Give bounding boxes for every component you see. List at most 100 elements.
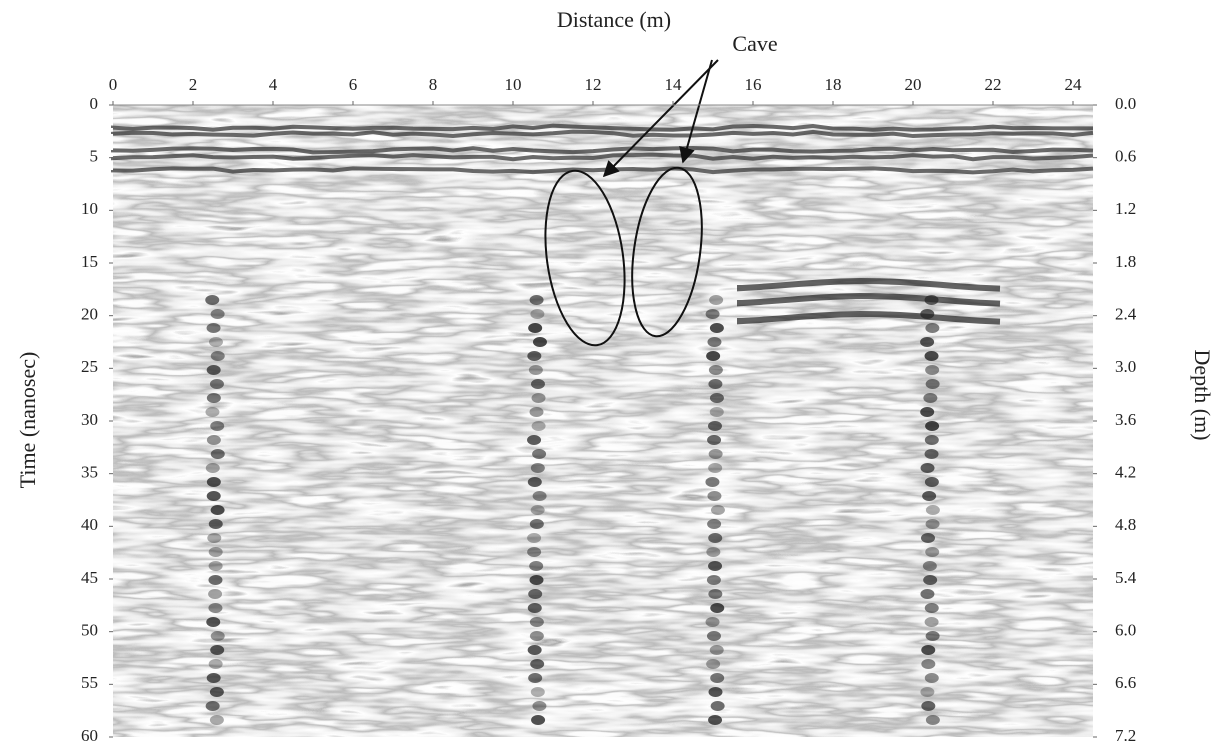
diffraction-streak (924, 477, 939, 487)
diffraction-streak (709, 323, 724, 333)
y-tick-label: 25 (81, 357, 98, 376)
diffraction-streak (924, 295, 939, 305)
diffraction-streak (210, 449, 225, 459)
diffraction-streak (706, 547, 721, 557)
x-tick-label: 10 (505, 75, 522, 94)
diffraction-streak (206, 323, 221, 333)
diffraction-streak (707, 337, 722, 347)
diffraction-streak (920, 687, 935, 697)
x-tick-label: 20 (905, 75, 922, 94)
diffraction-streak (529, 617, 544, 627)
diffraction-streak (205, 463, 220, 473)
diffraction-streak (708, 365, 723, 375)
diffraction-streak (708, 589, 723, 599)
y2-tick-label: 1.8 (1115, 252, 1136, 271)
diffraction-streak (529, 631, 544, 641)
diffraction-streak (206, 365, 221, 375)
annotation-arrow (679, 59, 713, 164)
diffraction-streak (921, 533, 936, 543)
diffraction-streak (920, 309, 935, 319)
diffraction-streak (709, 295, 724, 305)
x-tick-label: 12 (585, 75, 602, 94)
x-tick-label: 22 (985, 75, 1002, 94)
diffraction-streak (922, 561, 937, 571)
diffraction-streak (925, 547, 940, 557)
x-tick-label: 16 (745, 75, 762, 94)
diffraction-streak (532, 701, 547, 711)
diffraction-streak (705, 477, 720, 487)
radargram-texture (113, 105, 1093, 737)
diffraction-streak (531, 715, 546, 725)
x-tick-label: 14 (665, 75, 683, 94)
diffraction-streak (925, 365, 940, 375)
cave-ellipse (631, 166, 703, 338)
diffraction-streak (528, 589, 543, 599)
diffraction-streak (208, 561, 223, 571)
diffraction-streak (207, 533, 222, 543)
diffraction-streak (532, 337, 547, 347)
diffraction-streak (210, 631, 225, 641)
diffraction-streak (920, 337, 935, 347)
diffraction-streak (923, 575, 938, 585)
y2-tick-label: 2.4 (1115, 305, 1137, 324)
diffraction-streak (527, 533, 542, 543)
y-tick-label: 50 (81, 621, 98, 640)
diffraction-streak (921, 659, 936, 669)
diffraction-streak (210, 421, 225, 431)
diffraction-streak (210, 309, 225, 319)
diffraction-streak (924, 351, 939, 361)
diffraction-streak (708, 533, 723, 543)
y2-tick-label: 4.8 (1115, 515, 1136, 534)
diffraction-streak (206, 617, 221, 627)
diffraction-streak (706, 631, 721, 641)
radargram-image (111, 105, 1094, 737)
diffraction-streak (923, 393, 938, 403)
diffraction-streak (209, 379, 224, 389)
y2-tick-label: 6.6 (1115, 673, 1136, 692)
diffraction-streak (925, 519, 940, 529)
y2-axis-label: Depth (m) (1190, 349, 1215, 440)
diffraction-streak (709, 407, 724, 417)
diffraction-streak (528, 673, 543, 683)
diffraction-streak (529, 519, 544, 529)
x-tick-label: 4 (269, 75, 278, 94)
diffraction-streak (920, 463, 935, 473)
diffraction-streak (205, 701, 220, 711)
y2-tick-label: 5.4 (1115, 568, 1137, 587)
y-tick-label: 45 (81, 568, 98, 587)
diffraction-streak (924, 603, 939, 613)
diffraction-streak (925, 631, 940, 641)
diffraction-streak (208, 589, 223, 599)
diffraction-streak (708, 463, 723, 473)
reflection-band (111, 152, 1094, 162)
diffraction-streak (707, 491, 722, 501)
y-axis-label: Time (nanosec) (15, 352, 40, 489)
diffraction-streak (529, 295, 544, 305)
diffraction-streak (208, 337, 223, 347)
diffraction-streak (208, 547, 223, 557)
diffraction-streak (527, 477, 542, 487)
diffraction-streak (925, 323, 940, 333)
diffraction-streak (205, 407, 220, 417)
diffraction-streak (530, 309, 545, 319)
diffraction-streak (707, 435, 722, 445)
diffraction-streak (709, 393, 724, 403)
diffraction-streak (529, 407, 544, 417)
diffraction-streak (708, 379, 723, 389)
x-tick-label: 24 (1065, 75, 1083, 94)
y2-tick-label: 3.0 (1115, 357, 1136, 376)
y2-tick-label: 3.6 (1115, 410, 1136, 429)
diffraction-streak (922, 491, 937, 501)
diffraction-streak (208, 603, 223, 613)
y-tick-label: 35 (81, 463, 98, 482)
diffraction-streak (530, 687, 545, 697)
diffraction-streak (707, 421, 722, 431)
diffraction-streak (532, 491, 547, 501)
diffraction-streak (531, 393, 546, 403)
diffraction-streak (530, 463, 545, 473)
x-tick-label: 2 (189, 75, 198, 94)
y-tick-label: 10 (81, 199, 98, 218)
diffraction-streak (529, 561, 544, 571)
diffraction-streak (206, 393, 221, 403)
